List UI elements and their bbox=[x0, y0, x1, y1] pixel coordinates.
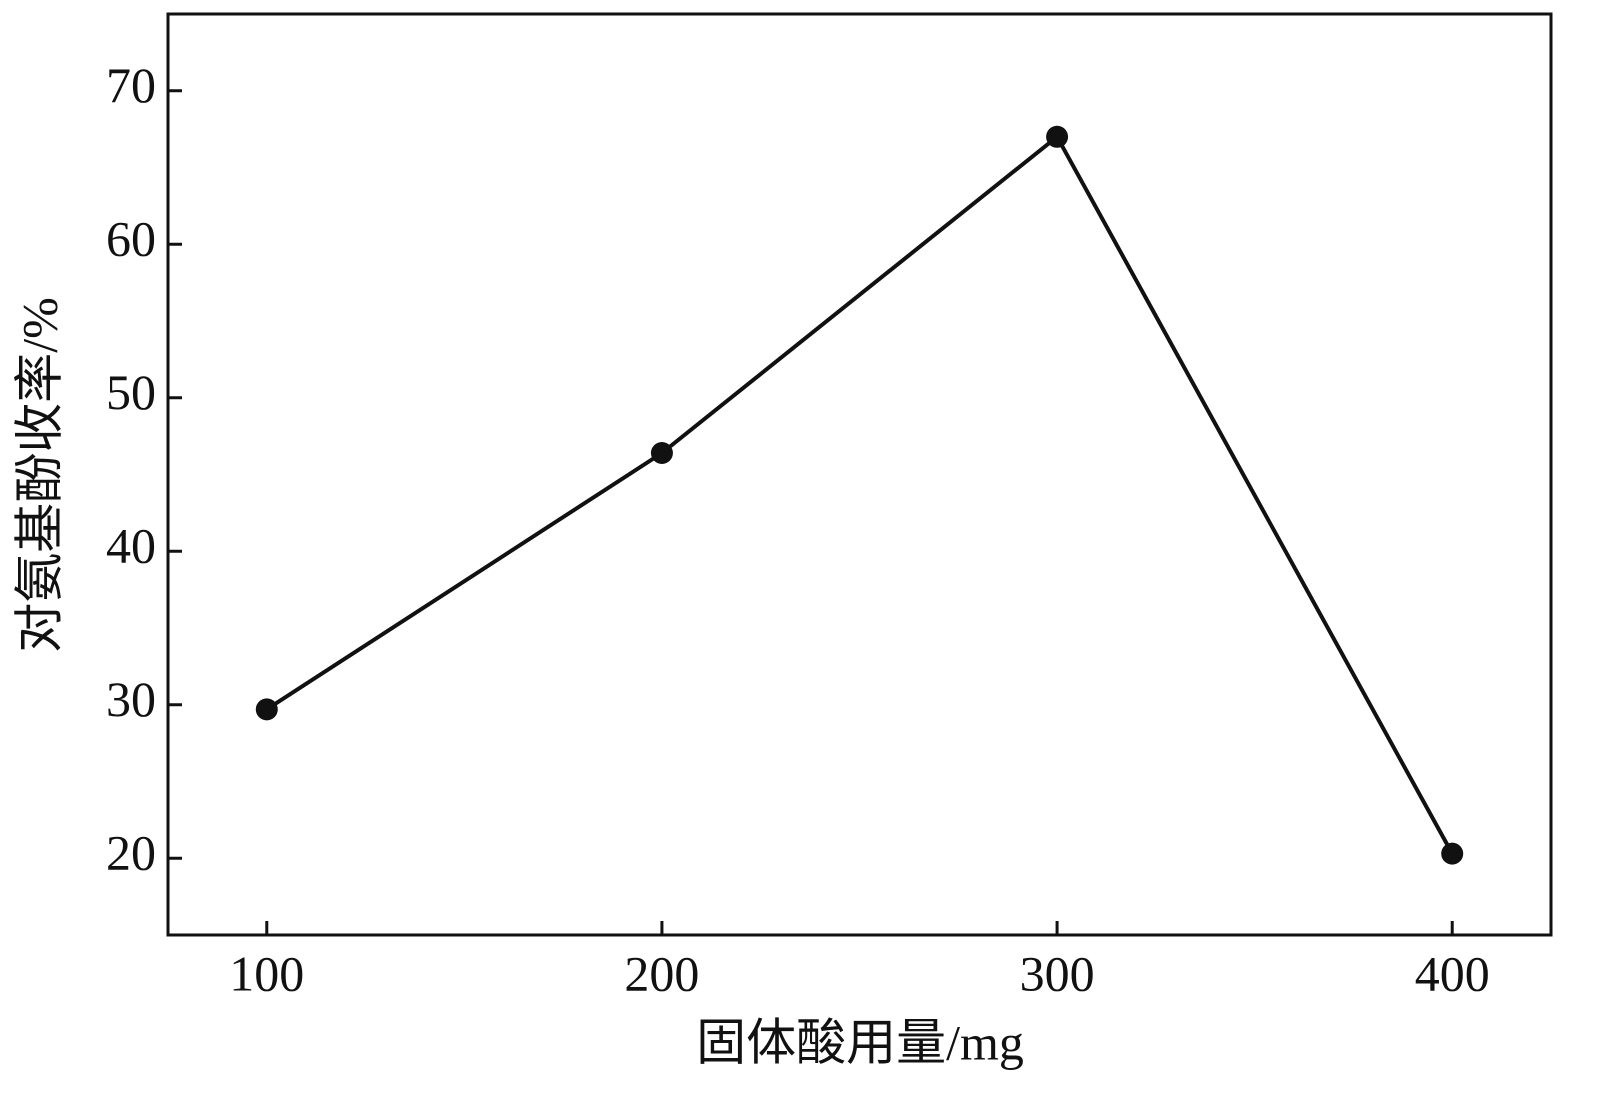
y-tick-label: 50 bbox=[106, 364, 156, 420]
data-point bbox=[1046, 125, 1069, 148]
data-line bbox=[265, 133, 1454, 855]
data-point bbox=[650, 442, 673, 465]
x-tick-label: 200 bbox=[624, 945, 699, 1001]
plot-frame bbox=[166, 12, 1553, 937]
x-tick-label: 400 bbox=[1415, 945, 1490, 1001]
y-tick-label: 60 bbox=[106, 211, 156, 267]
y-axis-label: 对氨基酚收率/% bbox=[11, 297, 67, 653]
y-tick-label: 70 bbox=[106, 57, 156, 113]
y-tick-label: 20 bbox=[106, 825, 156, 881]
data-point bbox=[1441, 842, 1464, 865]
x-tick-label: 300 bbox=[1020, 945, 1095, 1001]
x-tick-label: 100 bbox=[229, 945, 304, 1001]
y-tick-label: 30 bbox=[106, 671, 156, 727]
y-tick-label: 40 bbox=[106, 518, 156, 574]
data-point bbox=[255, 698, 278, 721]
x-axis-label: 固体酸用量/mg bbox=[696, 1014, 1024, 1070]
